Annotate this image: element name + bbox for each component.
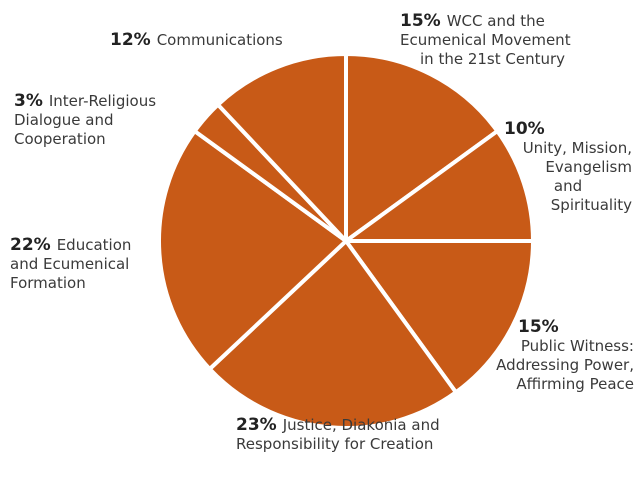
- label-unity-line-1: Unity, Mission,: [522, 139, 632, 157]
- label-public-witness-line-3: Affirming Peace: [516, 375, 634, 393]
- label-unity-line-2: Evangelism: [545, 158, 632, 176]
- label-wcc-line-2: Ecumenical Movement: [400, 31, 571, 49]
- percent-public-witness: 15%: [518, 317, 559, 337]
- label-unity: 10% Unity, Mission, Evangelism and Spiri…: [504, 120, 632, 215]
- pie-slice-wcc: WCC and the Ecumenical Movement in the 2…: [344, 52, 500, 243]
- label-education: 22% Education and Ecumenical Formation: [10, 236, 131, 293]
- pie-slice-unity: Unity, Mission, Evangelism and Spiritual…: [344, 129, 535, 243]
- percent-education: 22%: [10, 235, 51, 255]
- label-unity-line-4: Spirituality: [550, 196, 632, 214]
- label-inter-religious-line-3: Cooperation: [14, 130, 106, 148]
- pie-slice-public-witness: Public Witness: Addressing Power, Affirm…: [344, 239, 535, 395]
- label-justice-line-1: Justice, Diakonia and: [282, 416, 440, 434]
- label-inter-religious: 3% Inter-Religious Dialogue and Cooperati…: [14, 92, 156, 149]
- percent-justice: 23%: [236, 415, 277, 435]
- pie-slice-education: Education and Ecumenical Formation: [157, 129, 348, 372]
- label-public-witness: 15% Public Witness: Addressing Power, Af…: [468, 318, 634, 394]
- label-communications-line-1: Communications: [156, 31, 283, 49]
- label-justice-line-2: Responsibility for Creation: [236, 435, 434, 453]
- pie-slice-communications: Communications: [215, 52, 348, 243]
- percent-wcc: 15%: [400, 11, 441, 31]
- label-communications: 12% Communications: [110, 31, 283, 50]
- label-public-witness-line-1: Public Witness:: [520, 337, 634, 355]
- pie-slice-justice: Justice, Diakonia and Responsibility for…: [207, 239, 458, 430]
- percent-communications: 12%: [110, 30, 151, 50]
- label-education-line-2: and Ecumenical: [10, 255, 130, 273]
- label-wcc-line-1: WCC and the: [446, 12, 545, 30]
- label-justice: 23% Justice, Diakonia and Responsibility …: [236, 416, 440, 454]
- label-wcc: 15% WCC and the Ecumenical Movement in th…: [400, 12, 571, 69]
- label-education-line-1: Education: [56, 236, 132, 254]
- label-education-line-3: Formation: [10, 274, 86, 292]
- label-unity-line-3: and: [553, 177, 583, 195]
- label-wcc-line-3: in the 21st Century: [420, 50, 566, 68]
- percent-inter-religious: 3%: [14, 91, 43, 111]
- label-inter-religious-line-1: Inter-Religious: [48, 92, 157, 110]
- label-inter-religious-line-2: Dialogue and: [14, 111, 114, 129]
- label-public-witness-line-2: Addressing Power,: [496, 356, 634, 374]
- percent-unity: 10%: [504, 119, 545, 139]
